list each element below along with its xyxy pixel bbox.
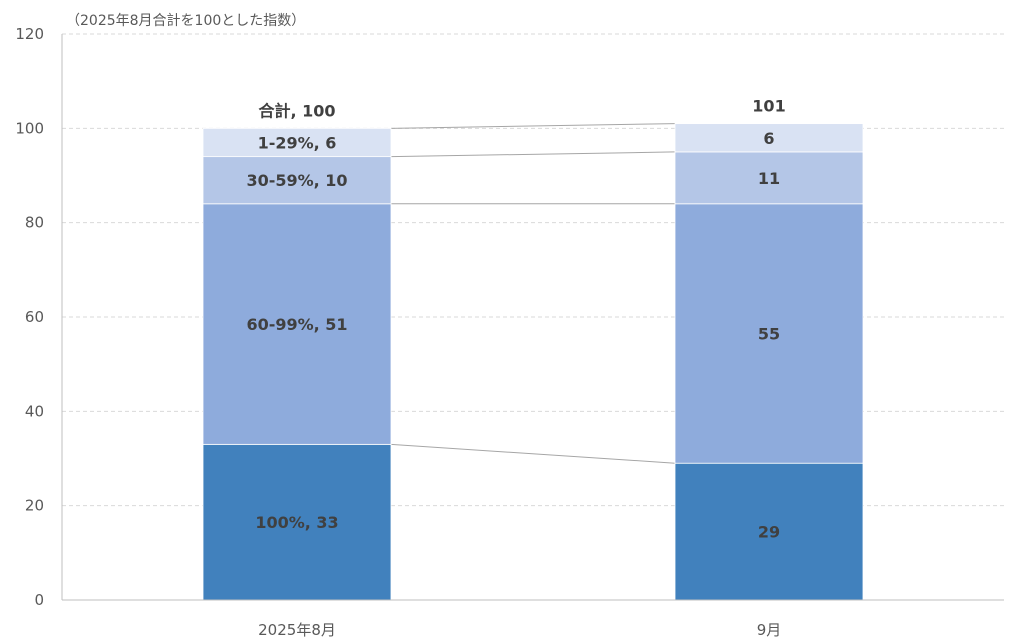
total-label: 合計, 100	[258, 101, 335, 120]
y-tick-label: 20	[25, 497, 44, 515]
series-lines	[390, 123, 676, 464]
data-labels: 100%, 33 60-99%, 51 30-59%, 10 1-29%, 6 合計, …	[246, 97, 785, 542]
x-axis: 2025年8月 9月	[62, 599, 1004, 639]
data-label: 55	[758, 325, 780, 344]
y-tick-label: 0	[34, 591, 44, 609]
bar-segment	[202, 203, 392, 445]
y-tick-label: 40	[25, 402, 44, 420]
data-label: 11	[758, 169, 780, 188]
bar-segment	[674, 203, 864, 464]
total-label: 101	[752, 97, 785, 116]
data-label: 29	[758, 523, 780, 542]
y-tick-label: 60	[25, 308, 44, 326]
data-label: 6	[763, 129, 774, 148]
bar-segment	[202, 443, 392, 601]
data-label: 100%, 33	[255, 513, 338, 532]
x-tick-label: 9月	[757, 621, 782, 639]
bar-segment	[674, 462, 864, 601]
data-label: 60-99%, 51	[246, 315, 347, 334]
x-tick-label: 2025年8月	[258, 621, 336, 639]
data-label: 30-59%, 10	[246, 171, 347, 190]
bar-segment	[674, 123, 864, 153]
bar-segment	[202, 156, 392, 205]
y-tick-label: 120	[15, 25, 44, 43]
y-tick-label: 100	[15, 119, 44, 137]
chart-subtitle: （2025年8月合計を100とした指数）	[66, 13, 305, 29]
series-line	[390, 151, 676, 158]
series-line	[390, 123, 676, 129]
bars	[202, 123, 864, 601]
y-axis: 0 20 40 60 80 100 120	[15, 25, 63, 609]
y-tick-label: 80	[25, 214, 44, 232]
data-label: 1-29%, 6	[258, 133, 337, 152]
series-line	[390, 443, 676, 464]
bar-segment	[202, 127, 392, 158]
